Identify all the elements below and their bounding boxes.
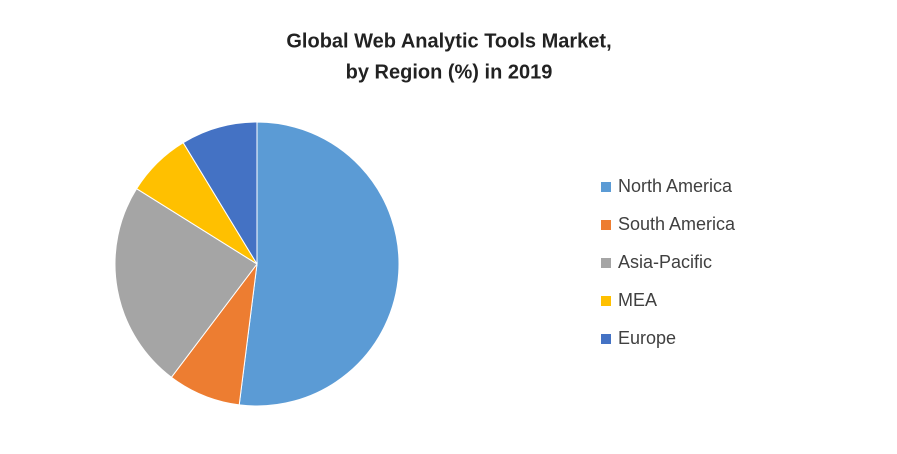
pie-slice [238,121,400,407]
legend-swatch [601,258,611,268]
chart-title: Global Web Analytic Tools Market, [286,30,611,52]
legend-swatch [601,220,611,230]
legend-label: Asia-Pacific [618,252,712,272]
pie-slice [182,121,258,266]
pie-slice [114,187,258,378]
legend-label: North America [618,176,733,196]
legend-label: Europe [618,328,676,348]
legend-swatch [601,334,611,344]
legend-label: MEA [618,290,657,310]
legend-swatch [601,182,611,192]
chart-title: by Region (%) in 2019 [346,61,553,83]
legend-label: South America [618,214,736,234]
legend-swatch [601,296,611,306]
